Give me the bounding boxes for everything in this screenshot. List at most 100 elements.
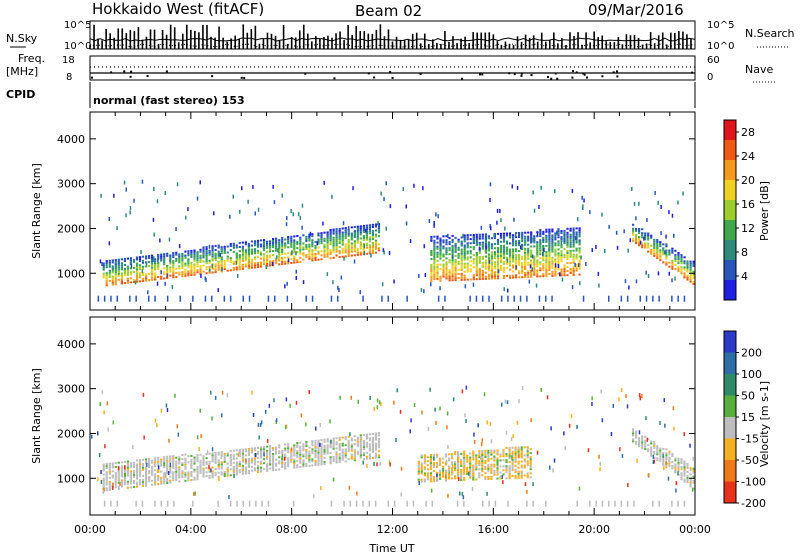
scatter-cell [302,280,305,285]
range-cell [211,247,214,250]
range-cell [689,467,692,470]
range-cell [377,223,381,226]
range-cell [454,265,457,267]
scatter-cell [472,282,475,287]
range-cell [515,250,518,253]
range-cell [232,244,235,247]
range-cell [505,477,508,480]
range-cell [214,468,217,471]
range-cell [169,262,172,265]
range-cell [266,244,269,247]
range-cell [190,272,193,274]
scatter-cell [635,279,638,284]
range-cell [262,259,266,262]
range-cell [514,448,517,451]
range-cell [481,271,484,274]
range-cell [539,233,542,235]
range-cell [578,263,581,266]
range-cell [226,259,229,262]
range-cell [117,475,120,478]
scatter-cell [428,219,431,223]
range-cell [232,250,235,253]
range-cell [220,465,223,468]
range-cell [445,267,448,270]
range-cell [247,462,250,464]
range-cell [117,477,120,480]
range-cell [572,233,575,236]
range-cell [347,234,350,237]
range-cell [430,272,433,275]
range-cell [272,459,275,462]
range-cell [481,237,484,240]
range-cell [275,462,278,465]
range-cell [275,458,278,461]
scatter-cell [657,200,659,205]
range-cell [175,271,178,274]
range-cell [350,226,353,229]
range-cell [371,238,374,240]
range-cell [530,245,533,248]
range-cell [692,487,695,490]
range-cell [338,447,341,449]
range-cell [569,251,572,254]
range-cell [478,261,481,264]
scatter-cell [461,389,464,394]
range-cell [566,262,569,265]
range-cell [338,443,341,445]
range-tick-label: 2000 [57,427,85,440]
range-cell [481,247,484,250]
range-cell [502,246,506,249]
range-cell [689,268,692,271]
scatter-cell [480,456,482,461]
range-cell [211,454,214,457]
near-range-cell [469,295,471,302]
range-cell [472,240,475,242]
range-cell [293,450,296,453]
range-cell [635,432,638,435]
range-cell [680,258,683,261]
range-cell [572,255,575,258]
range-cell [374,225,378,228]
scatter-cell [196,435,199,440]
range-cell [674,471,677,474]
range-cell [638,236,641,239]
range-cell [287,447,290,450]
range-cell [563,266,566,269]
range-cell [499,459,502,462]
range-cell [377,231,381,234]
range-cell [362,237,365,239]
range-cell [677,463,680,466]
range-cell [247,458,250,460]
range-cell [114,275,117,278]
scatter-cell [233,474,235,479]
range-cell [569,229,572,232]
range-cell [647,444,650,447]
range-cell [326,239,329,242]
range-cell [105,284,108,287]
range-cell [117,272,120,275]
range-cell [460,268,463,271]
range-cell [536,245,539,248]
range-cell [278,259,281,262]
range-cell [247,447,250,450]
range-cell [120,258,123,261]
near-range-cell [488,500,490,507]
range-cell [569,243,572,246]
range-cell [111,470,114,473]
range-tick-label: 3000 [57,383,85,396]
scatter-cell [587,448,590,453]
range-cell [374,235,378,238]
range-cell [332,439,335,442]
range-cell [656,445,659,448]
range-cell [469,264,472,267]
range-cell [365,433,368,436]
range-cell [439,263,442,266]
range-cell [278,247,281,250]
range-cell [557,256,560,259]
range-cell [487,255,490,258]
range-cell [478,272,481,274]
range-cell [278,245,281,248]
near-range-cell [526,500,528,507]
range-cell [308,257,311,260]
range-cell [509,242,512,245]
